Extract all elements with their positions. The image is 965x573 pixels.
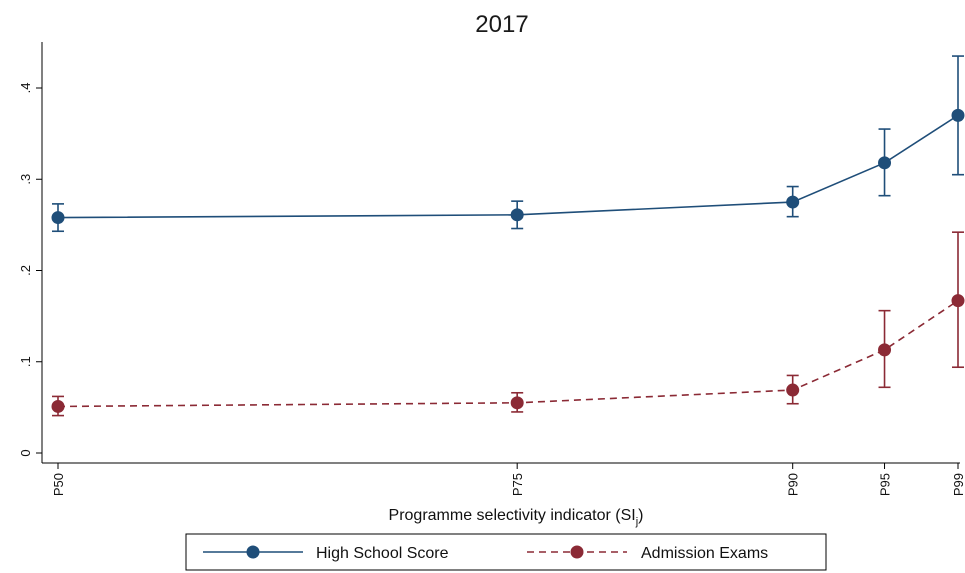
legend-swatch-marker <box>246 545 260 559</box>
data-point <box>878 343 892 357</box>
series-admission-exams <box>51 231 965 417</box>
data-point <box>510 208 524 222</box>
legend-box <box>185 533 827 571</box>
x-tick-label: P99 <box>951 473 965 496</box>
y-tick-label: .2 <box>18 265 33 276</box>
chart-title: 2017 <box>475 11 528 38</box>
data-point <box>786 195 800 209</box>
data-point <box>951 294 965 308</box>
x-tick-label: P90 <box>786 473 801 496</box>
y-tick-label: .4 <box>18 83 33 94</box>
y-tick-label: .3 <box>18 174 33 185</box>
data-point <box>786 383 800 397</box>
legend-label: High School Score <box>316 545 449 562</box>
legend: High School Score Admission Exams <box>185 533 827 571</box>
data-point <box>51 211 65 225</box>
y-tick-label: 0 <box>18 449 33 456</box>
legend-label: Admission Exams <box>641 545 768 562</box>
series-high-school-score <box>51 55 965 233</box>
data-point <box>878 156 892 170</box>
data-point <box>51 399 65 413</box>
legend-swatch-marker <box>570 545 584 559</box>
series-line <box>57 299 959 408</box>
data-point <box>951 108 965 122</box>
x-tick-label: P75 <box>510 473 525 496</box>
plot-area: 0 .1 .2 .3 .4 P50 P75 P90 P95 P99 Programme select… <box>18 42 965 528</box>
y-tick-label: .1 <box>18 356 33 367</box>
series-line <box>57 114 959 219</box>
data-point <box>510 396 524 410</box>
x-tick-label: P50 <box>51 473 66 496</box>
x-axis-title: Programme selectivity indicator (SIj) <box>389 507 644 528</box>
x-tick-label: P95 <box>878 473 893 496</box>
